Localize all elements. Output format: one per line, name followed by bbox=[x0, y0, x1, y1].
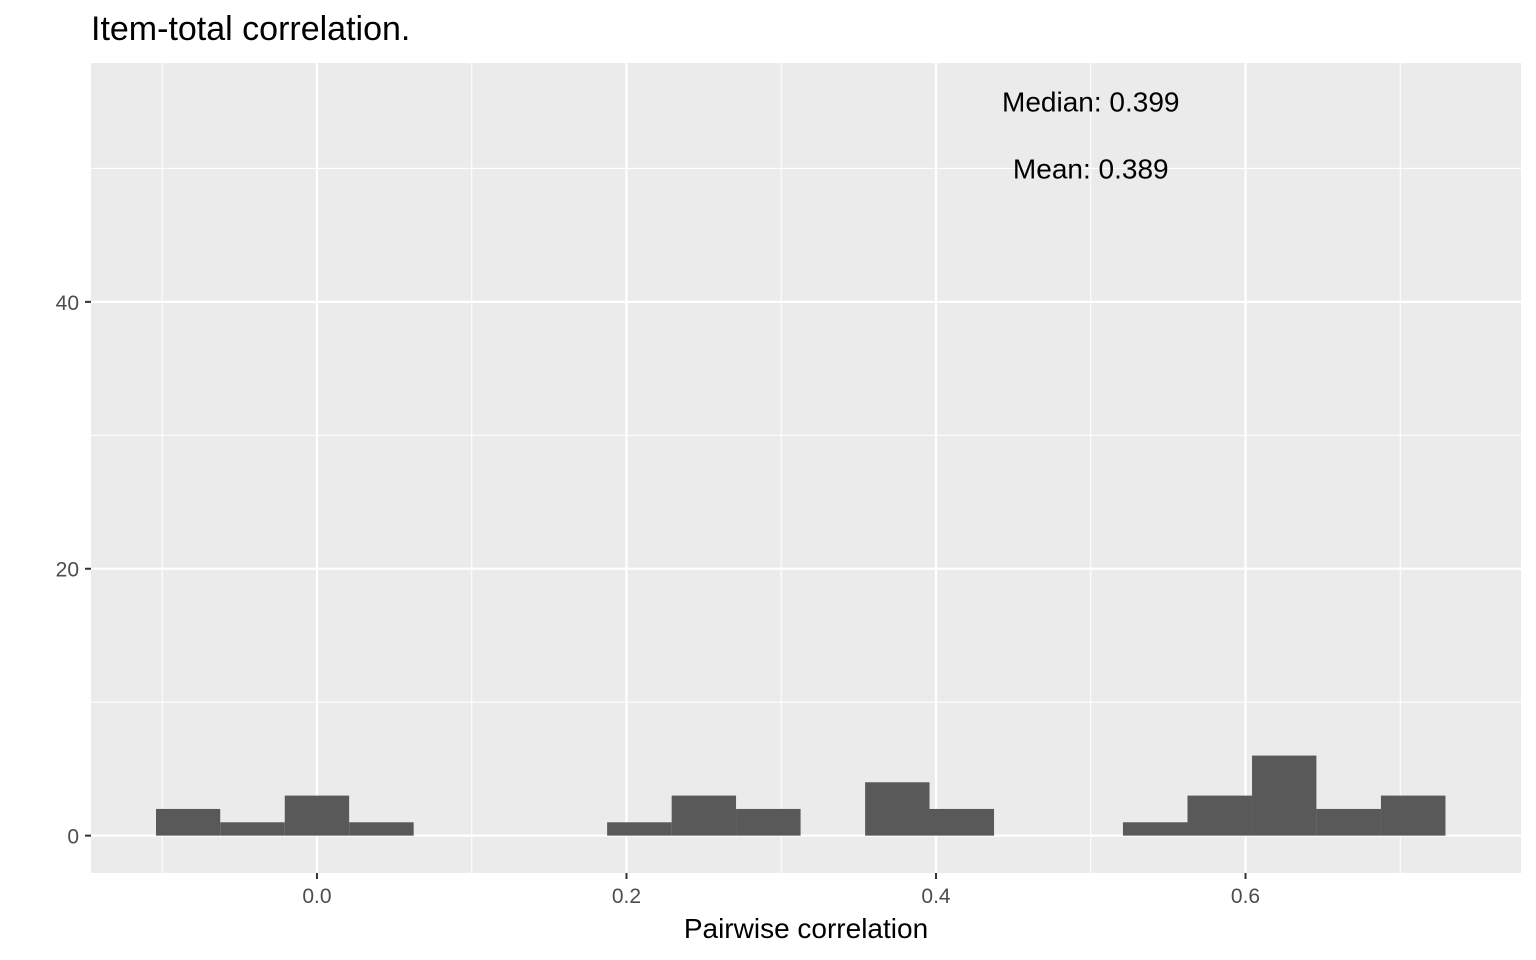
histogram-bar bbox=[1316, 808, 1381, 836]
histogram-bar bbox=[671, 795, 737, 836]
histogram-bar bbox=[349, 822, 414, 836]
mean-annotation: Mean: 0.389 bbox=[1013, 153, 1169, 184]
x-tick-label: 0.6 bbox=[1231, 885, 1260, 908]
y-tick-label: 0 bbox=[67, 826, 79, 849]
histogram-bar bbox=[1380, 795, 1446, 836]
y-tick-label: 40 bbox=[56, 292, 79, 315]
histogram-bar bbox=[1122, 822, 1188, 836]
axes: 0.0 0.2 0.4 0.6 0 20 40 bbox=[56, 292, 1260, 908]
annotations: Median: 0.399 Mean: 0.389 bbox=[1002, 87, 1179, 185]
x-axis-title: Pairwise correlation bbox=[684, 913, 928, 944]
y-tick-label: 20 bbox=[56, 559, 79, 582]
histogram-bar bbox=[607, 822, 672, 836]
histogram-bar bbox=[1187, 795, 1253, 836]
median-annotation: Median: 0.399 bbox=[1002, 87, 1179, 118]
histogram-bar bbox=[736, 808, 801, 836]
x-tick-label: 0.4 bbox=[921, 885, 951, 908]
plot-panel bbox=[91, 63, 1521, 873]
histogram-bar bbox=[220, 822, 285, 836]
chart-title: Item-total correlation. bbox=[91, 10, 410, 48]
histogram-bar bbox=[865, 782, 930, 836]
histogram-bars bbox=[156, 755, 1446, 836]
x-tick-label: 0.0 bbox=[302, 885, 331, 908]
histogram-bar bbox=[284, 795, 350, 836]
histogram-bar bbox=[929, 808, 995, 836]
histogram-bar bbox=[1252, 755, 1317, 836]
x-tick-label: 0.2 bbox=[612, 885, 641, 908]
histogram-bar bbox=[156, 808, 221, 836]
